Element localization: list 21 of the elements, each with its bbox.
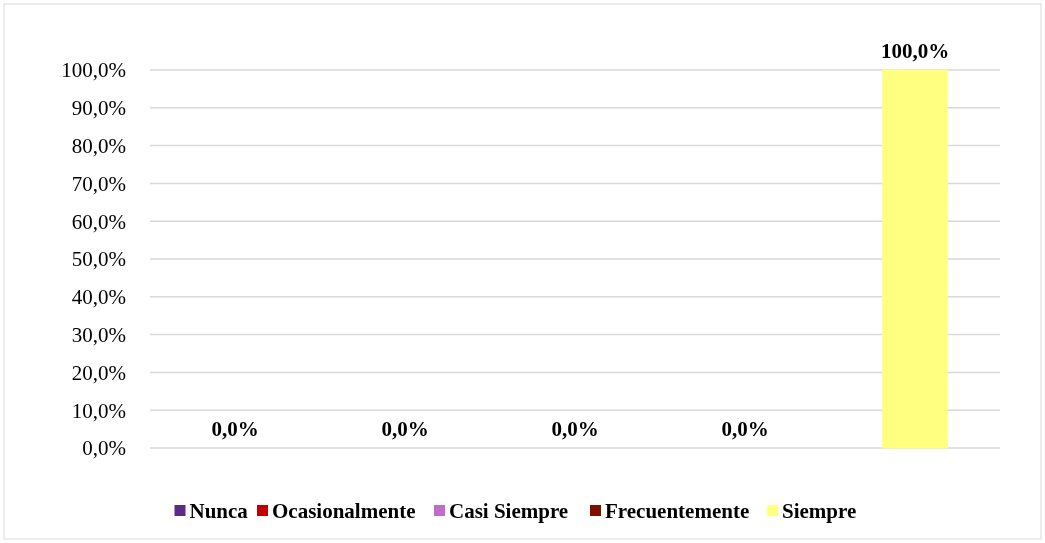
y-tick-label: 30,0% [71, 322, 126, 347]
y-tick-label: 80,0% [71, 133, 126, 158]
data-label: 0,0% [211, 417, 259, 441]
legend-label: Ocasionalmente [272, 499, 416, 524]
data-label: 100,0% [880, 39, 950, 63]
y-tick-label: 90,0% [71, 96, 126, 121]
legend-label: Siempre [782, 499, 857, 524]
y-tick-label: 50,0% [71, 247, 126, 272]
legend-label: Nunca [189, 499, 249, 524]
y-tick-label: 100,0% [61, 58, 126, 83]
data-label: 0,0% [381, 417, 429, 441]
y-tick-label: 20,0% [71, 360, 126, 385]
data-label: 0,0% [551, 417, 599, 441]
data-label: 0,0% [721, 417, 769, 441]
y-tick-label: 0,0% [82, 436, 126, 461]
legend-label: Casi Siempre [449, 499, 569, 524]
legend-label: Frecuentemente [605, 499, 750, 524]
y-tick-label: 10,0% [71, 398, 126, 423]
y-tick-label: 60,0% [71, 209, 126, 234]
y-tick-label: 70,0% [71, 171, 126, 196]
y-tick-label: 40,0% [71, 285, 126, 310]
